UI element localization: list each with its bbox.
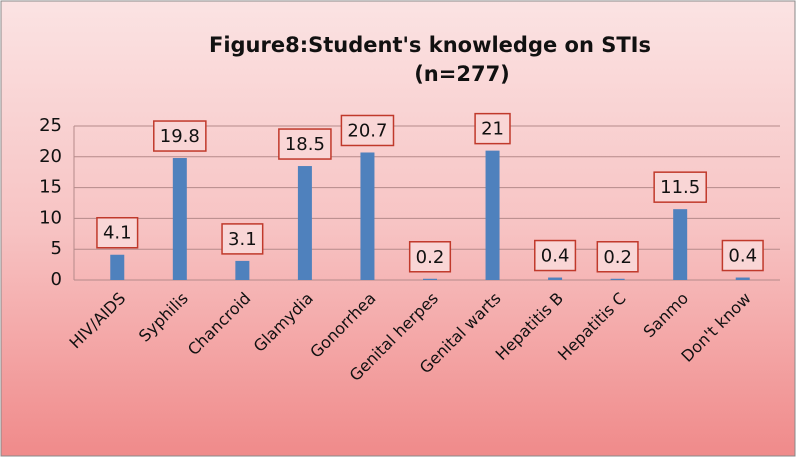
data-label: 21 [481, 119, 504, 140]
y-tick-label: 25 [39, 115, 62, 136]
bar [172, 158, 187, 280]
bar [235, 260, 250, 280]
data-label-box [408, 241, 452, 273]
y-tick-label: 0 [51, 269, 62, 290]
data-label-box [96, 216, 139, 249]
bar [735, 277, 750, 280]
bar [548, 277, 563, 280]
bar [297, 166, 312, 280]
data-label-box [278, 128, 332, 160]
bar [110, 254, 125, 280]
data-label: 18.5 [285, 134, 325, 155]
data-label: 20.7 [347, 120, 387, 141]
y-tick-label: 10 [39, 207, 62, 228]
data-label: 0.4 [541, 246, 570, 267]
data-label-box [474, 112, 511, 145]
data-label: 3.1 [228, 229, 257, 250]
data-label: 0.2 [603, 247, 632, 268]
chart-title: Figure8:Student's knowledge on STIs [209, 33, 651, 57]
data-label: 0.4 [728, 246, 757, 267]
bar [423, 278, 437, 280]
bar [485, 150, 500, 280]
bar [360, 152, 375, 280]
data-label-box [221, 223, 264, 255]
data-label-box [153, 120, 207, 152]
data-label-box [340, 114, 395, 147]
data-label-box [721, 239, 764, 272]
bar [673, 209, 688, 280]
y-tick-label: 20 [39, 146, 62, 167]
y-tick-label: 5 [51, 238, 62, 259]
chart-subtitle: (n=277) [414, 62, 510, 86]
data-label: 19.8 [160, 126, 200, 147]
data-label-box [534, 239, 577, 272]
data-label-box [596, 241, 639, 273]
data-label: 11.5 [660, 177, 700, 198]
y-tick-label: 15 [39, 177, 62, 198]
data-label-box [653, 171, 707, 203]
data-label: 4.1 [103, 223, 132, 244]
data-label: 0.2 [416, 247, 445, 268]
bar [610, 278, 625, 280]
